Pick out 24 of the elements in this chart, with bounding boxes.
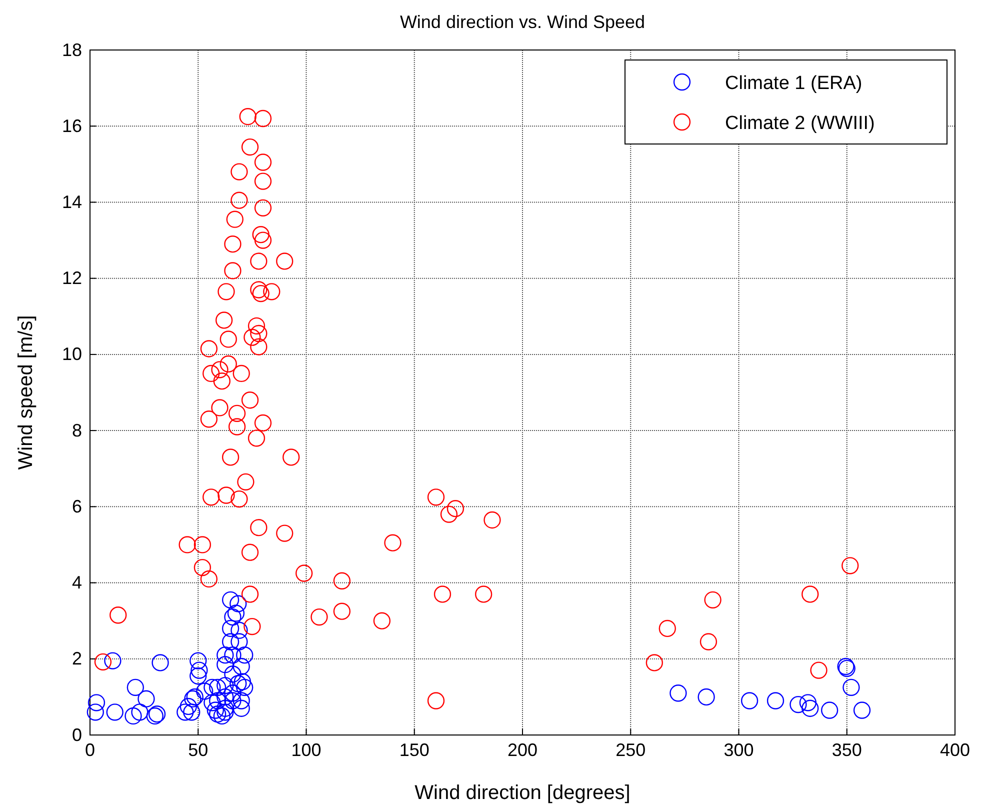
legend-label: Climate 2 (WWIII) xyxy=(725,113,875,134)
x-tick-label: 50 xyxy=(188,740,208,760)
x-tick-label: 100 xyxy=(291,740,322,760)
y-tick-label: 8 xyxy=(72,420,82,440)
y-tick-label: 0 xyxy=(72,724,82,745)
y-tick-label: 14 xyxy=(62,192,82,212)
x-tick-label: 300 xyxy=(724,740,754,760)
chart-title: Wind direction vs. Wind Speed xyxy=(400,12,646,32)
legend-label: Climate 1 (ERA) xyxy=(725,73,862,94)
y-tick-label: 2 xyxy=(72,648,82,669)
x-tick-label: 250 xyxy=(616,740,646,760)
y-tick-label: 10 xyxy=(62,344,82,364)
x-tick-label: 350 xyxy=(832,740,862,760)
y-tick-label: 18 xyxy=(62,40,82,60)
y-axis-title: Wind speed [m/s] xyxy=(15,315,37,470)
x-tick-label: 0 xyxy=(84,740,96,760)
x-tick-label: 200 xyxy=(507,740,538,760)
x-tick-label: 400 xyxy=(940,740,970,760)
y-tick-label: 12 xyxy=(62,268,82,288)
y-tick-label: 4 xyxy=(72,572,82,593)
y-tick-label: 16 xyxy=(62,116,82,136)
y-tick-label: 6 xyxy=(72,496,82,516)
x-tick-label: 150 xyxy=(399,740,430,760)
x-axis-title: Wind direction [degrees] xyxy=(414,782,630,804)
